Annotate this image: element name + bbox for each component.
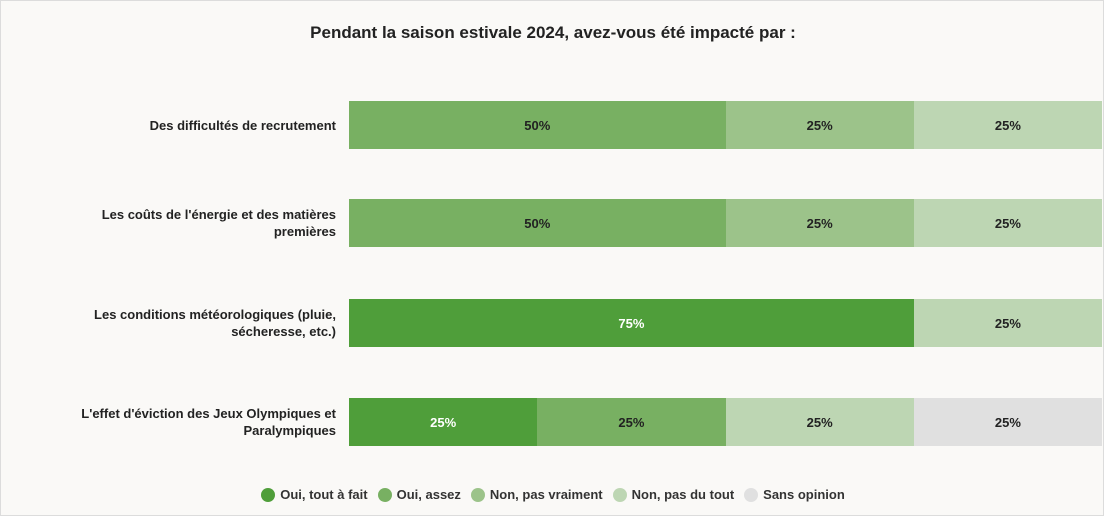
legend-swatch [744, 487, 759, 502]
bar-segment: 25% [725, 101, 914, 149]
legend: Oui, tout à fait Oui, assez Non, pas vraim… [1, 487, 1105, 502]
legend-label: Non, pas vraiment [489, 487, 603, 502]
data-label: 25% [618, 414, 645, 430]
bar-segment: 50% [349, 199, 726, 247]
legend-item: Non, pas vraiment [470, 487, 603, 502]
data-label: 25% [430, 414, 457, 430]
data-label: 25% [994, 215, 1021, 231]
data-label: 50% [524, 117, 551, 133]
legend-label: Non, pas du tout [631, 487, 735, 502]
category-label: Les conditions météorologiques (pluie, s… [94, 307, 336, 339]
legend-swatch [261, 487, 276, 502]
legend-item: Sans opinion [744, 487, 845, 502]
legend-item: Oui, tout à fait [261, 487, 368, 502]
data-label: 25% [806, 117, 833, 133]
bar-segment: 25% [913, 199, 1102, 247]
legend-swatch [470, 487, 485, 502]
data-label: 25% [806, 215, 833, 231]
bar-segment: 25% [725, 398, 914, 446]
bar-segment: 25% [913, 299, 1102, 347]
legend-label: Oui, tout à fait [280, 487, 368, 502]
bar-segment: 50% [349, 101, 726, 149]
bar-segment: 75% [349, 299, 914, 347]
bar-segment: 25% [913, 398, 1102, 446]
data-label: 25% [994, 117, 1021, 133]
data-label: 75% [618, 315, 645, 331]
legend-swatch [377, 487, 392, 502]
legend-label: Sans opinion [763, 487, 845, 502]
data-label: 25% [994, 414, 1021, 430]
legend-swatch [612, 487, 627, 502]
legend-item: Oui, assez [377, 487, 461, 502]
legend-label: Oui, assez [396, 487, 461, 502]
data-label: 25% [994, 315, 1021, 331]
bar-segment: 25% [537, 398, 726, 446]
bar-segment: 25% [349, 398, 538, 446]
chart-title: Pendant la saison estivale 2024, avez-vo… [310, 23, 796, 42]
category-label: L'effet d'éviction des Jeux Olympiques e… [81, 406, 336, 438]
bar-segment: 25% [725, 199, 914, 247]
category-label: Les coûts de l'énergie et des matières p… [101, 207, 336, 239]
data-label: 25% [806, 414, 833, 430]
data-label: 50% [524, 215, 551, 231]
category-label: Des difficultés de recrutement [149, 117, 336, 133]
bar-segment: 25% [913, 101, 1102, 149]
legend-item: Non, pas du tout [612, 487, 735, 502]
